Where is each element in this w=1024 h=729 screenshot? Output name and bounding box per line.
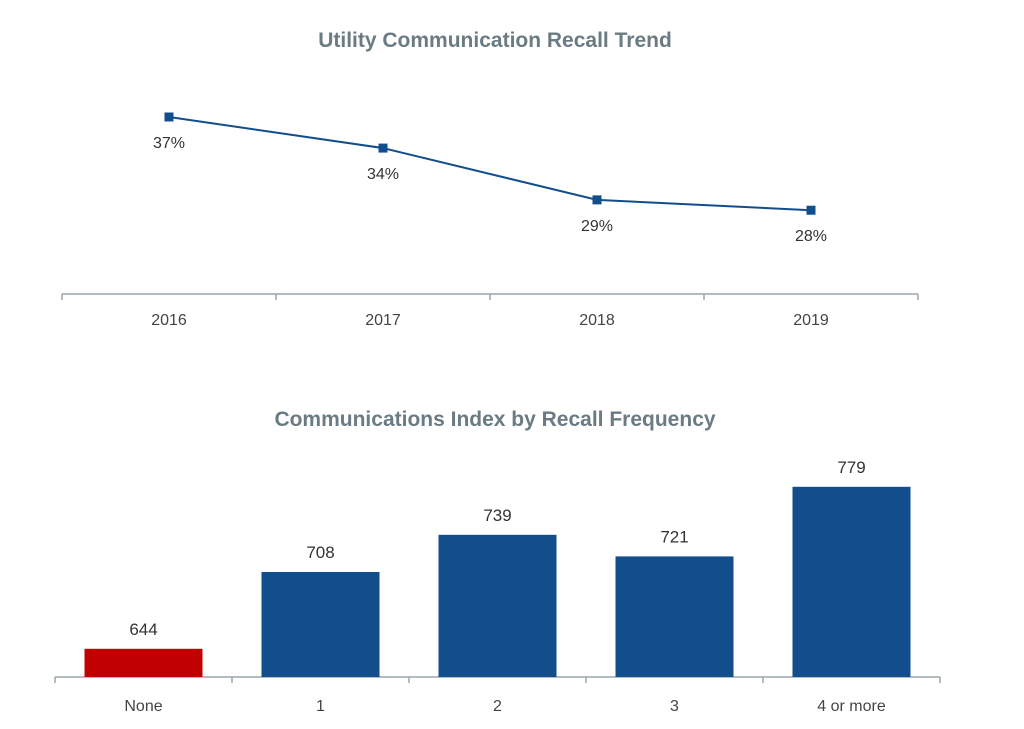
bar-chart-tick-label: 3	[670, 698, 679, 715]
line-chart-tick-label: 2019	[793, 312, 829, 329]
line-chart-data-label: 29%	[581, 218, 613, 235]
bar-chart-bar	[261, 572, 380, 677]
bar-chart-title: Communications Index by Recall Frequency	[274, 408, 715, 431]
line-chart: Utility Communication Recall Trend 2016 2…	[61, 29, 919, 329]
line-chart-tick-label: 2017	[365, 312, 401, 329]
line-chart-title: Utility Communication Recall Trend	[318, 29, 672, 52]
line-chart-data-label: 37%	[153, 135, 185, 152]
bar-chart-data-label: 779	[837, 458, 865, 477]
bar-chart-tick-label: 2	[493, 698, 502, 715]
bar-chart-data-label: 721	[660, 527, 688, 546]
line-chart-point	[164, 112, 174, 122]
line-chart-point	[378, 143, 388, 153]
line-chart-data-label: 34%	[367, 166, 399, 183]
line-chart-x-ticks: 2016 2017 2018 2019	[61, 294, 919, 329]
line-chart-tick-label: 2016	[151, 312, 187, 329]
bar-chart-data-label: 739	[483, 506, 511, 525]
bar-chart-data-label: 708	[306, 543, 334, 562]
bar-chart-series: 644 None 708 1 739 2 721 3 779 4 or more	[54, 458, 941, 715]
line-chart-series: 37% 34% 29% 28%	[153, 112, 827, 245]
bar-chart-bar	[84, 648, 203, 677]
line-chart-point	[592, 195, 602, 205]
line-chart-tick-label: 2018	[579, 312, 615, 329]
bar-chart-bar	[438, 534, 557, 677]
bar-chart-tick-label: 1	[316, 698, 325, 715]
bar-chart-bar	[615, 556, 734, 677]
bar-chart-bar	[792, 486, 911, 677]
bar-chart-data-label: 644	[129, 620, 157, 639]
line-chart-data-label: 28%	[795, 228, 827, 245]
bar-chart: Communications Index by Recall Frequency…	[54, 408, 941, 715]
line-chart-point	[806, 205, 816, 215]
bar-chart-tick-label: 4 or more	[817, 698, 886, 715]
bar-chart-tick-label: None	[124, 698, 162, 715]
line-chart-series-line	[168, 116, 812, 212]
